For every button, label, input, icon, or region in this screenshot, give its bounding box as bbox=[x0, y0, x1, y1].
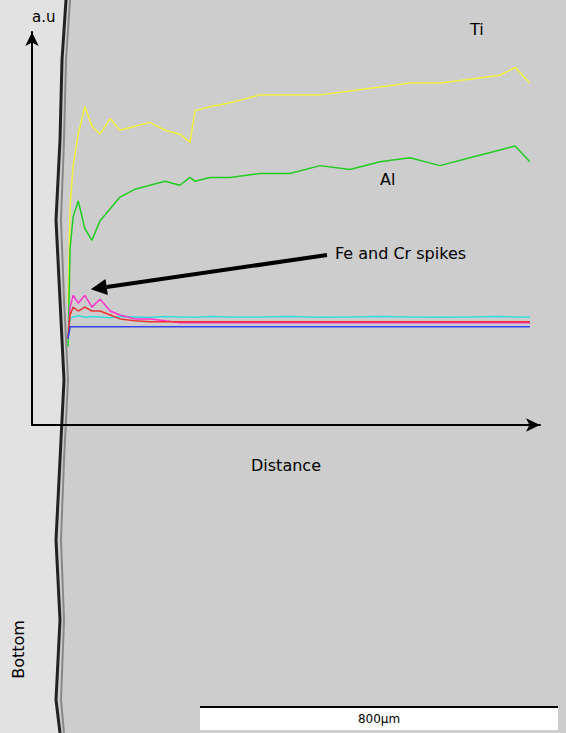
svg-text:Ti: Ti bbox=[469, 20, 484, 39]
svg-text:a.u: a.u bbox=[32, 8, 55, 26]
html-text:800µm: 800µm bbox=[357, 712, 401, 726]
html-text:Bottom: Bottom bbox=[8, 620, 28, 679]
svg-text:Al: Al bbox=[380, 170, 395, 189]
svg-text:Fe and Cr spikes: Fe and Cr spikes bbox=[335, 244, 466, 263]
svg-text:Distance: Distance bbox=[251, 456, 321, 475]
